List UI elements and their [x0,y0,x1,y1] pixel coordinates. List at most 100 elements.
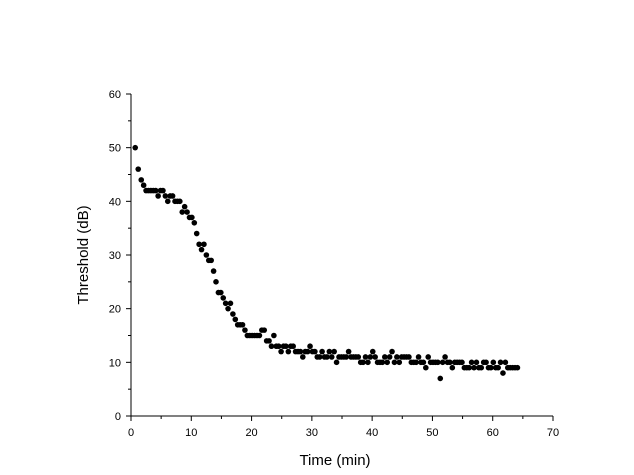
data-point [384,359,391,366]
data-point [256,332,263,339]
data-point [471,364,477,371]
data-point [189,214,195,221]
data-point [220,295,227,301]
data-point [152,187,159,194]
x-tick-label: 40 [366,427,378,439]
data-point [155,193,161,199]
data-point [362,354,369,360]
data-point [396,359,403,366]
x-tick-label: 10 [185,427,197,439]
data-point [369,348,376,355]
data-point [232,316,239,323]
data-point [345,348,352,355]
data-points [132,144,521,382]
data-point [225,305,231,312]
y-axis-title: Threshold (dB) [75,205,92,304]
data-point [261,327,268,333]
data-point [283,343,289,350]
data-point [439,359,446,366]
data-point [514,364,521,371]
data-point [164,198,171,205]
data-point [275,343,282,350]
data-point [449,364,456,371]
data-point [285,348,292,355]
x-tick-label: 60 [487,427,499,439]
data-point [425,354,432,360]
data-point [297,348,304,355]
data-point [290,343,296,350]
y-tick-label: 0 [115,411,121,423]
data-point [196,241,202,248]
data-point [331,348,337,355]
axis-tick-labels: 0 10 20 30 40 50 60 70 0 10 20 30 40 50 60 [109,89,559,439]
data-point [497,359,504,366]
data-point [208,257,214,264]
data-point [328,354,335,360]
x-tick-label: 0 [128,427,134,439]
data-point [140,182,147,189]
data-point [495,364,501,371]
data-point [230,311,236,317]
data-point [365,359,371,366]
axis-ticks [126,93,554,421]
data-point [459,359,465,366]
data-point [502,359,509,366]
data-point [324,354,330,360]
y-tick-label: 10 [109,357,121,369]
data-point [326,348,333,355]
data-point [391,359,398,366]
data-point [271,332,277,339]
data-point [447,359,453,366]
data-point [355,354,362,360]
data-point [406,354,412,360]
data-point [193,230,200,237]
y-tick-label: 50 [109,143,121,155]
data-point [160,187,166,194]
x-tick-label: 50 [426,427,438,439]
data-point [132,144,139,151]
x-tick-label: 20 [245,427,257,439]
data-point [198,246,205,253]
data-point [227,300,234,307]
data-point [218,289,224,296]
data-point [435,359,441,366]
data-point [423,364,429,371]
data-point [343,354,350,360]
data-point [360,359,366,366]
x-tick-label: 30 [306,427,318,439]
data-point [473,359,480,366]
data-point [468,359,475,366]
data-point [242,327,248,333]
data-point [162,193,169,199]
data-point [372,354,378,360]
data-point [437,375,444,382]
data-point [179,209,186,215]
data-point [135,166,142,172]
data-point [394,354,400,360]
data-point [367,354,374,360]
data-point [191,220,198,226]
data-point [184,209,190,215]
data-point [379,359,386,366]
data-point [413,359,419,366]
data-point [213,279,219,285]
data-point [307,343,313,350]
data-point [483,359,489,366]
data-point [415,354,422,360]
data-point [488,364,494,371]
data-point [203,252,210,258]
data-point [500,370,506,376]
data-point [478,364,485,371]
y-tick-label: 40 [109,196,121,208]
data-point [268,343,275,350]
data-point [169,193,176,199]
data-point [319,348,325,355]
data-point [304,348,311,355]
data-point [222,300,229,307]
data-point [382,354,388,360]
data-point [333,359,340,366]
data-point [138,177,145,183]
y-tick-label: 30 [109,250,121,262]
data-point [490,359,497,366]
